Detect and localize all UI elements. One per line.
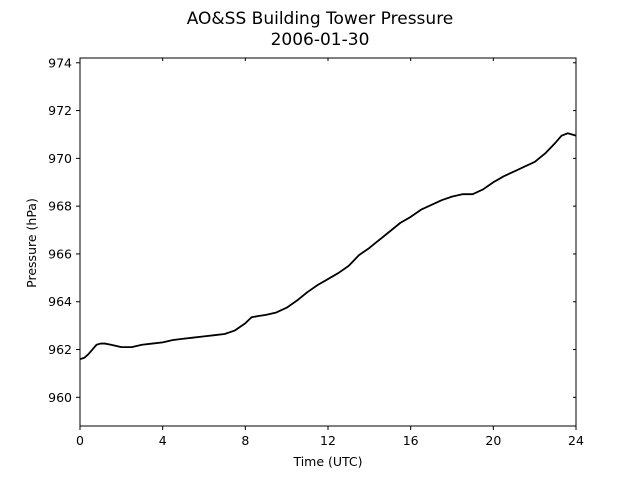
x-tick-label: 20	[485, 433, 501, 448]
y-tick-label: 968	[48, 199, 72, 214]
y-tick-label: 962	[48, 342, 72, 357]
y-tick-label: 970	[48, 151, 72, 166]
plot-area: 0 4 8 12 16 20 24 960 962 964 966 968 970 972 974	[48, 55, 584, 448]
x-tick-label: 12	[320, 433, 336, 448]
x-tick-label: 24	[568, 433, 584, 448]
y-tick-label: 960	[48, 390, 72, 405]
chart-title: AO&SS Building Tower Pressure	[187, 9, 454, 29]
chart-subtitle: 2006-01-30	[271, 30, 370, 50]
x-tick-label: 0	[76, 433, 84, 448]
y-axis-label: Pressure (hPa)	[24, 198, 39, 288]
y-tick-label: 974	[48, 55, 72, 70]
y-tick-label: 966	[48, 246, 72, 261]
x-tick-label: 4	[159, 433, 167, 448]
x-tick-label: 8	[241, 433, 249, 448]
x-axis-label: Time (UTC)	[292, 454, 362, 469]
plot-frame	[79, 57, 577, 427]
y-tick-label: 972	[48, 103, 72, 118]
y-tick-label: 964	[48, 294, 72, 309]
x-tick-label: 16	[403, 433, 419, 448]
series-line	[79, 132, 577, 360]
